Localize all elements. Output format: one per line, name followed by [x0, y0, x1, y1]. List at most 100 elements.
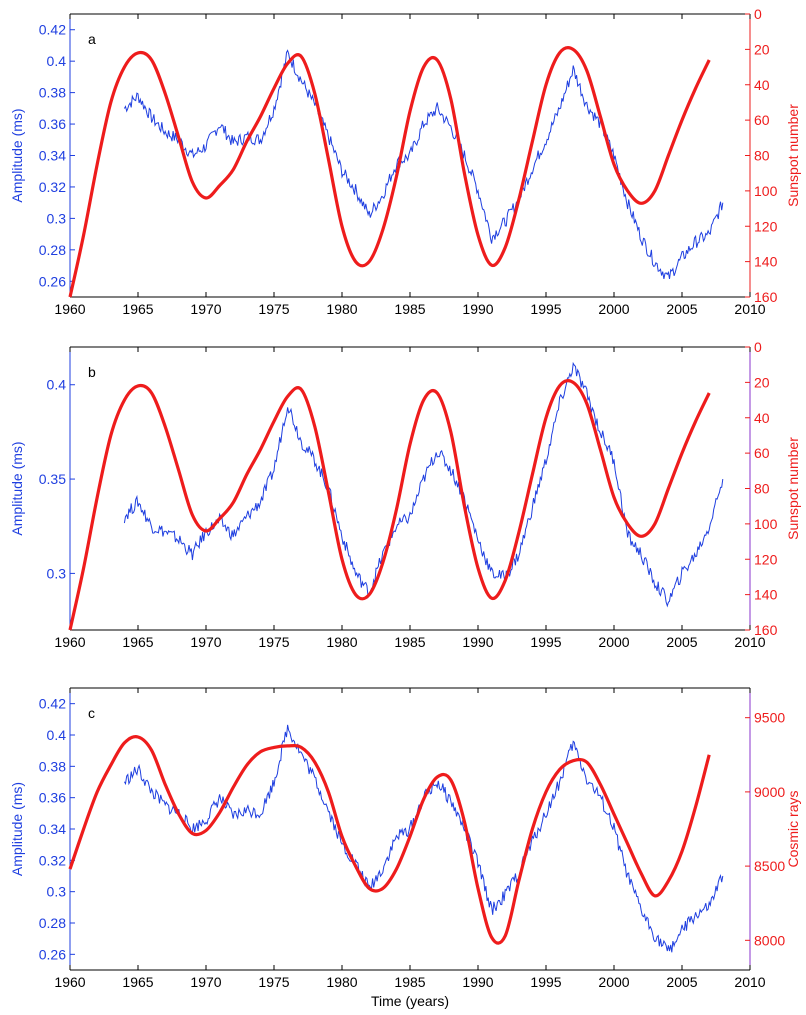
series-right-axis [68, 379, 711, 631]
y-tick-label-right: 120 [754, 551, 778, 567]
x-tick-label: 2000 [598, 974, 629, 990]
y-tick-label-right: 120 [754, 218, 778, 234]
y-tick-label-left: 0.28 [39, 242, 66, 258]
y-tick-label-left: 0.32 [39, 179, 66, 195]
y-tick-label-right: 80 [754, 148, 770, 164]
series-right-axis [68, 46, 711, 298]
series-amplitude [123, 49, 724, 279]
x-tick-label: 2000 [598, 634, 629, 650]
y-tick-label-left: 0.3 [47, 210, 67, 226]
y-tick-label-left: 0.28 [39, 915, 66, 931]
x-tick-label: 1975 [258, 634, 289, 650]
x-tick-label: 2005 [666, 301, 697, 317]
x-tick-label: 1990 [462, 634, 493, 650]
y-tick-label-right: 9500 [754, 710, 785, 726]
y-axis-title-left: Amplitude (ms) [9, 441, 25, 535]
chart-panel-a: 1960 1965 1970 1975 1980 1985 1990 1995 2000 2005… [9, 6, 801, 317]
y-tick-label-right: 140 [754, 587, 778, 603]
x-tick-label: 1975 [258, 974, 289, 990]
x-tick-label: 1970 [190, 301, 221, 317]
panel-label: b [88, 364, 96, 380]
x-axis-title: Time (years) [371, 993, 449, 1009]
y-tick-label-right: 0 [754, 6, 762, 22]
y-tick-label-right: 40 [754, 77, 770, 93]
y-tick-label-left: 0.36 [39, 790, 66, 806]
x-tick-label: 1990 [462, 301, 493, 317]
y-tick-label-left: 0.42 [39, 696, 66, 712]
y-tick-label-left: 0.32 [39, 852, 66, 868]
x-tick-label: 1995 [530, 634, 561, 650]
y-tick-label-left: 0.26 [39, 273, 66, 289]
y-axis-title-left: Amplitude (ms) [9, 782, 25, 876]
x-tick-label: 1985 [394, 974, 425, 990]
y-tick-label-left: 0.4 [47, 377, 67, 393]
y-tick-label-left: 0.35 [39, 471, 66, 487]
y-tick-label-left: 0.26 [39, 946, 66, 962]
line-amplitude [123, 724, 724, 953]
line-sunspot-number [68, 46, 711, 298]
x-tick-label: 1965 [122, 974, 153, 990]
y-tick-label-left: 0.36 [39, 116, 66, 132]
x-tick-label: 1970 [190, 974, 221, 990]
y-tick-label-right: 160 [754, 289, 778, 305]
chart-panel-c: 1960 1965 1970 1975 1980 1985 1990 1995 2000 2005… [9, 687, 801, 1009]
y-tick-label-right: 140 [754, 254, 778, 270]
series-amplitude [123, 724, 724, 953]
x-tick-label: 1970 [190, 634, 221, 650]
x-tick-label: 1985 [394, 634, 425, 650]
y-axis-title-right: Sunspot number [785, 104, 801, 207]
y-tick-label-right: 8000 [754, 932, 785, 948]
x-tick-label: 1980 [326, 634, 357, 650]
y-tick-label-right: 60 [754, 112, 770, 128]
y-tick-label-right: 8500 [754, 858, 785, 874]
y-tick-label-right: 0 [754, 339, 762, 355]
line-amplitude [123, 49, 724, 279]
y-tick-label-left: 0.34 [39, 821, 66, 837]
y-tick-label-right: 80 [754, 481, 770, 497]
line-cosmic-rays [68, 735, 711, 945]
x-tick-label: 2000 [598, 301, 629, 317]
x-tick-label: 2005 [666, 634, 697, 650]
x-tick-label: 1960 [54, 974, 85, 990]
x-tick-label: 1980 [326, 974, 357, 990]
y-tick-label-right: 40 [754, 410, 770, 426]
y-tick-label-left: 0.42 [39, 22, 66, 38]
x-tick-label: 1985 [394, 301, 425, 317]
y-tick-label-right: 100 [754, 516, 778, 532]
y-tick-label-left: 0.4 [47, 53, 67, 69]
y-tick-label-right: 20 [754, 41, 770, 57]
x-tick-label: 2010 [734, 974, 765, 990]
y-tick-label-left: 0.34 [39, 148, 66, 164]
panel-label: c [88, 705, 95, 721]
x-tick-label: 1965 [122, 301, 153, 317]
y-axis-title-left: Amplitude (ms) [9, 108, 25, 202]
x-tick-label: 1975 [258, 301, 289, 317]
y-tick-label-left: 0.3 [47, 565, 67, 581]
x-tick-label: 1995 [530, 301, 561, 317]
chart-panel-b: 1960 1965 1970 1975 1980 1985 1990 1995 2000 2005… [9, 339, 801, 650]
y-tick-label-right: 160 [754, 622, 778, 638]
y-tick-label-left: 0.38 [39, 85, 66, 101]
x-tick-label: 2005 [666, 974, 697, 990]
y-tick-label-left: 0.4 [47, 727, 67, 743]
line-sunspot-number [68, 379, 711, 631]
x-tick-label: 1980 [326, 301, 357, 317]
x-tick-label: 1995 [530, 974, 561, 990]
x-tick-label: 1965 [122, 634, 153, 650]
y-tick-label-right: 20 [754, 374, 770, 390]
y-axis-title-right: Sunspot number [785, 437, 801, 540]
y-axis-title-right: Cosmic rays [785, 790, 801, 867]
y-tick-label-left: 0.3 [47, 884, 67, 900]
x-tick-label: 1960 [54, 301, 85, 317]
x-tick-label: 1990 [462, 974, 493, 990]
series-right-axis [68, 735, 711, 945]
y-tick-label-right: 100 [754, 183, 778, 199]
x-tick-label: 2010 [734, 301, 765, 317]
x-tick-label: 1960 [54, 634, 85, 650]
y-tick-label-left: 0.38 [39, 758, 66, 774]
x-tick-label: 2010 [734, 634, 765, 650]
panel-label: a [88, 31, 96, 47]
y-tick-label-right: 60 [754, 445, 770, 461]
y-tick-label-right: 9000 [754, 784, 785, 800]
